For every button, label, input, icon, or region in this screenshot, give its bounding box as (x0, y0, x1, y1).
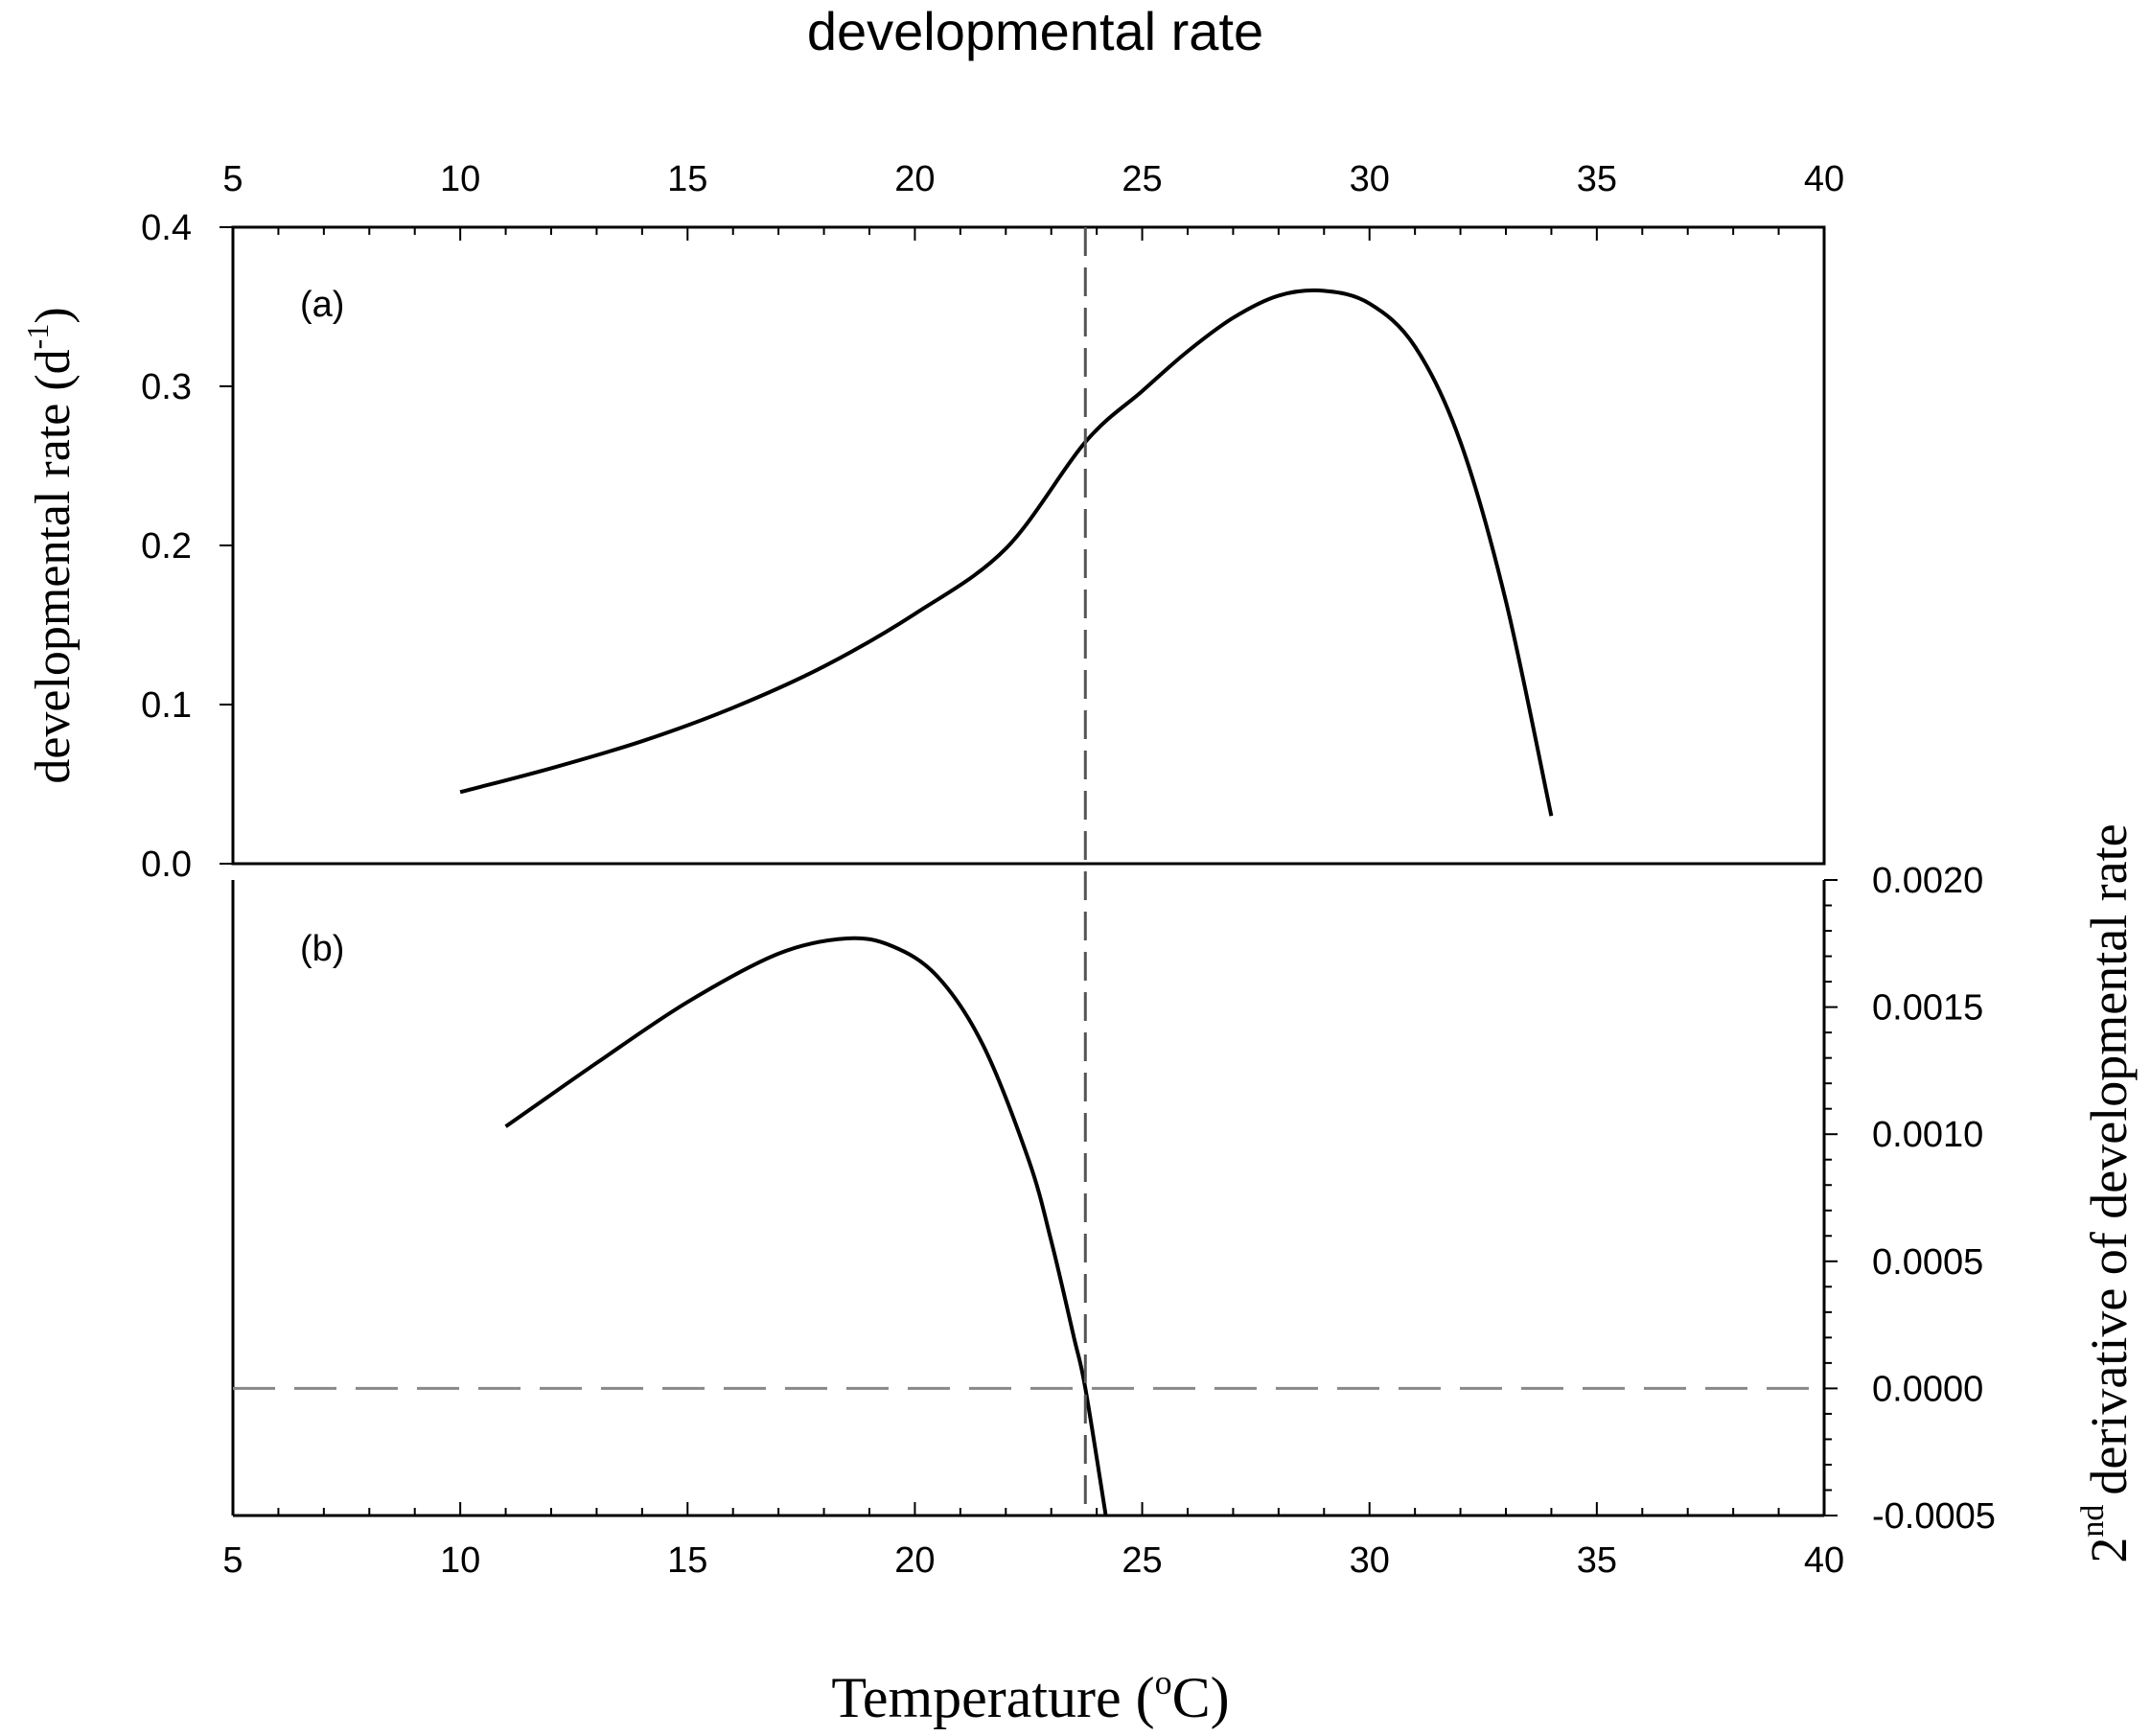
top-tick-label: 15 (667, 159, 707, 199)
panel-b-series (504, 936, 1108, 1516)
panel-a-y-axis-title: developmental rate (d-1) (20, 307, 81, 783)
panel-a-y-axis-title-main: developmental rate (d (26, 349, 81, 783)
panel-a-series (459, 288, 1554, 817)
panel-a-top-tick-labels: 5 10 15 20 25 30 35 40 (222, 159, 1844, 199)
top-tick-label: 10 (440, 159, 480, 199)
right-tick-label: 0.0015 (1872, 988, 1983, 1029)
reference-lines (233, 227, 1824, 1516)
top-tick-label: 25 (1122, 159, 1162, 199)
y-tick-label: 0.0 (141, 845, 192, 885)
panel-b-x-axis-title-prefix: Temperature ( (831, 1666, 1154, 1729)
y-tick-label: 0.2 (141, 526, 192, 567)
bottom-tick-label: 10 (440, 1540, 480, 1581)
panel-b-right-y-ticks (1824, 879, 1838, 1516)
panel-a-y-axis-title-end: ) (26, 307, 81, 323)
panel-a-y-tick-labels: 0.0 0.1 0.2 0.3 0.4 (141, 208, 192, 885)
second-derivative-line (504, 936, 1108, 1516)
bottom-tick-label: 25 (1122, 1540, 1162, 1581)
top-tick-label: 35 (1577, 159, 1617, 199)
panel-b-x-axis-title-sup: o (1155, 1663, 1172, 1701)
top-tick-label: 5 (222, 159, 243, 199)
panel-a-label: (a) (300, 285, 344, 325)
right-tick-label: 0.0000 (1872, 1369, 1983, 1409)
top-tick-label: 20 (894, 159, 935, 199)
panel-b-y-axis-title-main: derivative of developmental rate (2080, 823, 2138, 1494)
top-tick-label: 30 (1350, 159, 1390, 199)
bottom-tick-label: 15 (667, 1540, 707, 1581)
right-tick-label: -0.0005 (1872, 1496, 1996, 1537)
panel-b-right-y-tick-labels: -0.0005 0.0000 0.0005 0.0010 0.0015 0.0020 (1872, 861, 1996, 1537)
panel-b: 5 10 15 20 25 30 35 40 -0.0005 0.0000 0.0005 0.001… (222, 823, 2138, 1729)
panel-b-y-axis-title-pre-sup: nd (2075, 1505, 2111, 1538)
panel-a-top-ticks (232, 227, 1825, 241)
bottom-tick-label: 5 (222, 1540, 243, 1581)
y-tick-label: 0.3 (141, 367, 192, 407)
panel-a-y-axis-title-sup: -1 (20, 324, 55, 350)
panel-b-x-tick-labels: 5 10 15 20 25 30 35 40 (222, 1540, 1844, 1581)
panel-a-frame (231, 225, 1826, 866)
figure-title: developmental rate (807, 1, 1263, 61)
top-tick-label: 40 (1804, 159, 1844, 199)
panel-a-y-ticks (220, 226, 233, 865)
right-tick-label: 0.0020 (1872, 861, 1983, 901)
y-tick-label: 0.1 (141, 685, 192, 726)
panel-b-y-axis-title: 2nd derivative of developmental rate (2075, 823, 2138, 1562)
y-tick-label: 0.4 (141, 208, 192, 248)
panel-b-label: (b) (300, 929, 344, 969)
bottom-tick-label: 20 (894, 1540, 935, 1581)
bottom-tick-label: 35 (1577, 1540, 1617, 1581)
panel-b-x-ticks (232, 1502, 1825, 1516)
right-tick-label: 0.0005 (1872, 1242, 1983, 1283)
right-tick-label: 0.0010 (1872, 1115, 1983, 1155)
bottom-tick-label: 30 (1350, 1540, 1390, 1581)
bottom-tick-label: 40 (1804, 1540, 1844, 1581)
panel-b-x-axis-title: Temperature (oC) (831, 1663, 1229, 1729)
developmental-rate-line (459, 288, 1554, 817)
panel-b-y-axis-title-pre: 2 (2080, 1538, 2138, 1563)
panel-b-x-axis-title-suffix: C) (1172, 1666, 1230, 1729)
panel-a: 5 10 15 20 25 30 35 40 0.0 0.1 0.2 0.3 0.4 (a) deve… (20, 159, 1844, 885)
